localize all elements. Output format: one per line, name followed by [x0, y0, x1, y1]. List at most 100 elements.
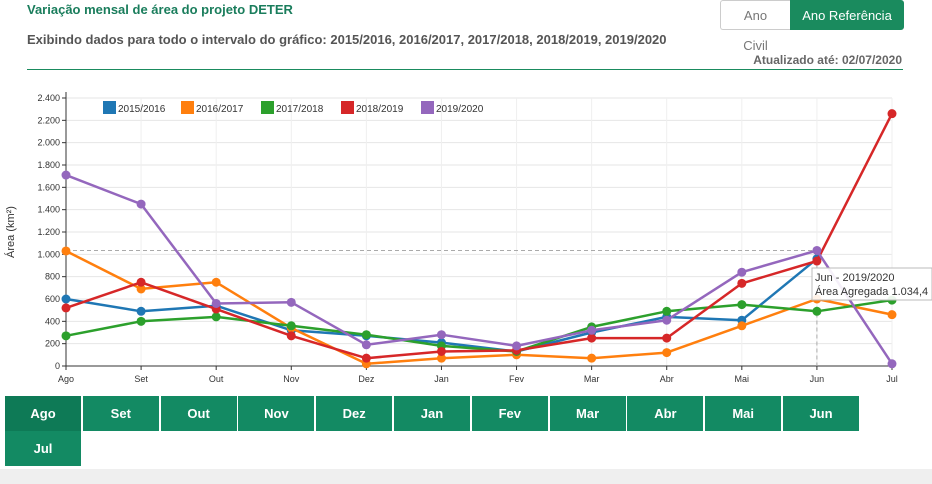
data-point [361, 330, 371, 340]
legend-swatch [103, 101, 116, 114]
data-point [136, 199, 146, 209]
footer-band [0, 469, 932, 484]
x-tick-label: Set [134, 374, 148, 384]
y-tick-label: 400 [45, 316, 60, 326]
page-title: Variação mensal de área do projeto DETER [27, 2, 293, 17]
data-point [61, 294, 71, 304]
month-button-ago[interactable]: Ago [5, 396, 81, 431]
ano-referencia-button[interactable]: Ano Referência [790, 0, 904, 30]
y-tick-label: 0 [55, 361, 60, 371]
x-tick-label: Fev [509, 374, 525, 384]
data-point [211, 298, 221, 308]
series-line-2016/2017 [65, 249, 893, 366]
month-button-mai[interactable]: Mai [705, 396, 782, 431]
header-divider [27, 69, 903, 70]
y-axis-label: Área (km²) [4, 206, 17, 258]
month-button-jan[interactable]: Jan [394, 396, 470, 431]
data-point [286, 297, 296, 307]
data-point [662, 333, 672, 343]
tooltip-value: Área Agregada 1.034,4 [815, 285, 928, 298]
data-point [587, 333, 597, 343]
data-point [136, 306, 146, 316]
y-tick-label: 800 [45, 272, 60, 282]
data-point [662, 348, 672, 358]
data-point [737, 300, 747, 310]
data-point [136, 316, 146, 326]
data-point [512, 341, 522, 351]
month-button-jul[interactable]: Jul [5, 431, 81, 466]
data-point [662, 306, 672, 316]
y-tick-label: 2.200 [37, 115, 60, 125]
ano-civil-button[interactable]: Ano Civil [720, 0, 790, 53]
y-tick-label: 1.400 [37, 205, 60, 215]
y-tick-label: 1.000 [37, 249, 60, 259]
month-button-jun[interactable]: Jun [783, 396, 859, 431]
y-tick-label: 1.600 [37, 182, 60, 192]
x-tick-label: Ago [58, 374, 74, 384]
data-point [61, 331, 71, 341]
data-point [361, 353, 371, 363]
legend-label: 2018/2019 [356, 104, 404, 115]
data-point [587, 353, 597, 363]
x-tick-label: Jan [434, 374, 449, 384]
data-point [286, 331, 296, 341]
data-point [211, 312, 221, 322]
legend-label: 2016/2017 [196, 104, 244, 115]
legend-label: 2015/2016 [118, 104, 166, 115]
data-point [812, 306, 822, 316]
data-point [587, 325, 597, 335]
y-tick-label: 600 [45, 294, 60, 304]
x-tick-label: Out [209, 374, 224, 384]
x-tick-label: Jun [810, 374, 825, 384]
data-point [887, 310, 897, 320]
x-tick-label: Mai [735, 374, 750, 384]
data-point [136, 277, 146, 287]
data-point [436, 353, 446, 363]
x-tick-label: Jul [886, 374, 898, 384]
data-point [61, 170, 71, 180]
x-tick-label: Abr [660, 374, 674, 384]
legend-swatch [421, 101, 434, 114]
y-tick-label: 1.800 [37, 160, 60, 170]
line-chart: 0 200 400 600 800 1.000 1.200 1.400 1.600 1.800 2.… [4, 92, 932, 384]
legend-label: 2017/2018 [276, 104, 324, 115]
data-point [436, 346, 446, 356]
data-point [737, 278, 747, 288]
series-line-2017/2018 [65, 298, 893, 353]
page-subtitle: Exibindo dados para todo o intervalo do … [27, 32, 667, 47]
month-button-fev[interactable]: Fev [471, 396, 548, 431]
data-point [61, 303, 71, 313]
month-button-nov[interactable]: Nov [238, 396, 315, 431]
series-line-2019/2020 [65, 173, 894, 365]
data-point [887, 359, 897, 369]
data-point [812, 256, 822, 266]
y-tick-label: 1.200 [37, 227, 60, 237]
y-tick-label: 200 [45, 339, 60, 349]
legend-swatch [261, 101, 274, 114]
month-button-mar[interactable]: Mar [549, 396, 626, 431]
data-point [436, 330, 446, 340]
x-tick-label: Nov [283, 374, 300, 384]
data-point [136, 284, 146, 294]
data-point [211, 277, 221, 287]
month-button-set[interactable]: Set [82, 396, 159, 431]
data-point [361, 340, 371, 350]
data-point [887, 109, 897, 119]
x-tick-label: Mar [584, 374, 600, 384]
y-tick-label: 2.400 [37, 93, 60, 103]
month-button-abr[interactable]: Abr [627, 396, 704, 431]
data-point [61, 246, 71, 256]
data-point [286, 321, 296, 331]
year-mode-toggle: Ano Civil Ano Referência [720, 0, 904, 53]
tooltip-title: Jun - 2019/2020 [815, 272, 895, 284]
legend-label: 2019/2020 [436, 104, 484, 115]
data-point [737, 267, 747, 277]
data-point [737, 321, 747, 331]
tooltip-box [811, 267, 932, 301]
legend-swatch [181, 101, 194, 114]
month-button-dez[interactable]: Dez [316, 396, 393, 431]
month-button-out[interactable]: Out [160, 396, 237, 431]
series-line-2018/2019 [65, 113, 894, 360]
updated-date: Atualizado até: 02/07/2020 [753, 53, 902, 67]
legend-swatch [341, 101, 354, 114]
